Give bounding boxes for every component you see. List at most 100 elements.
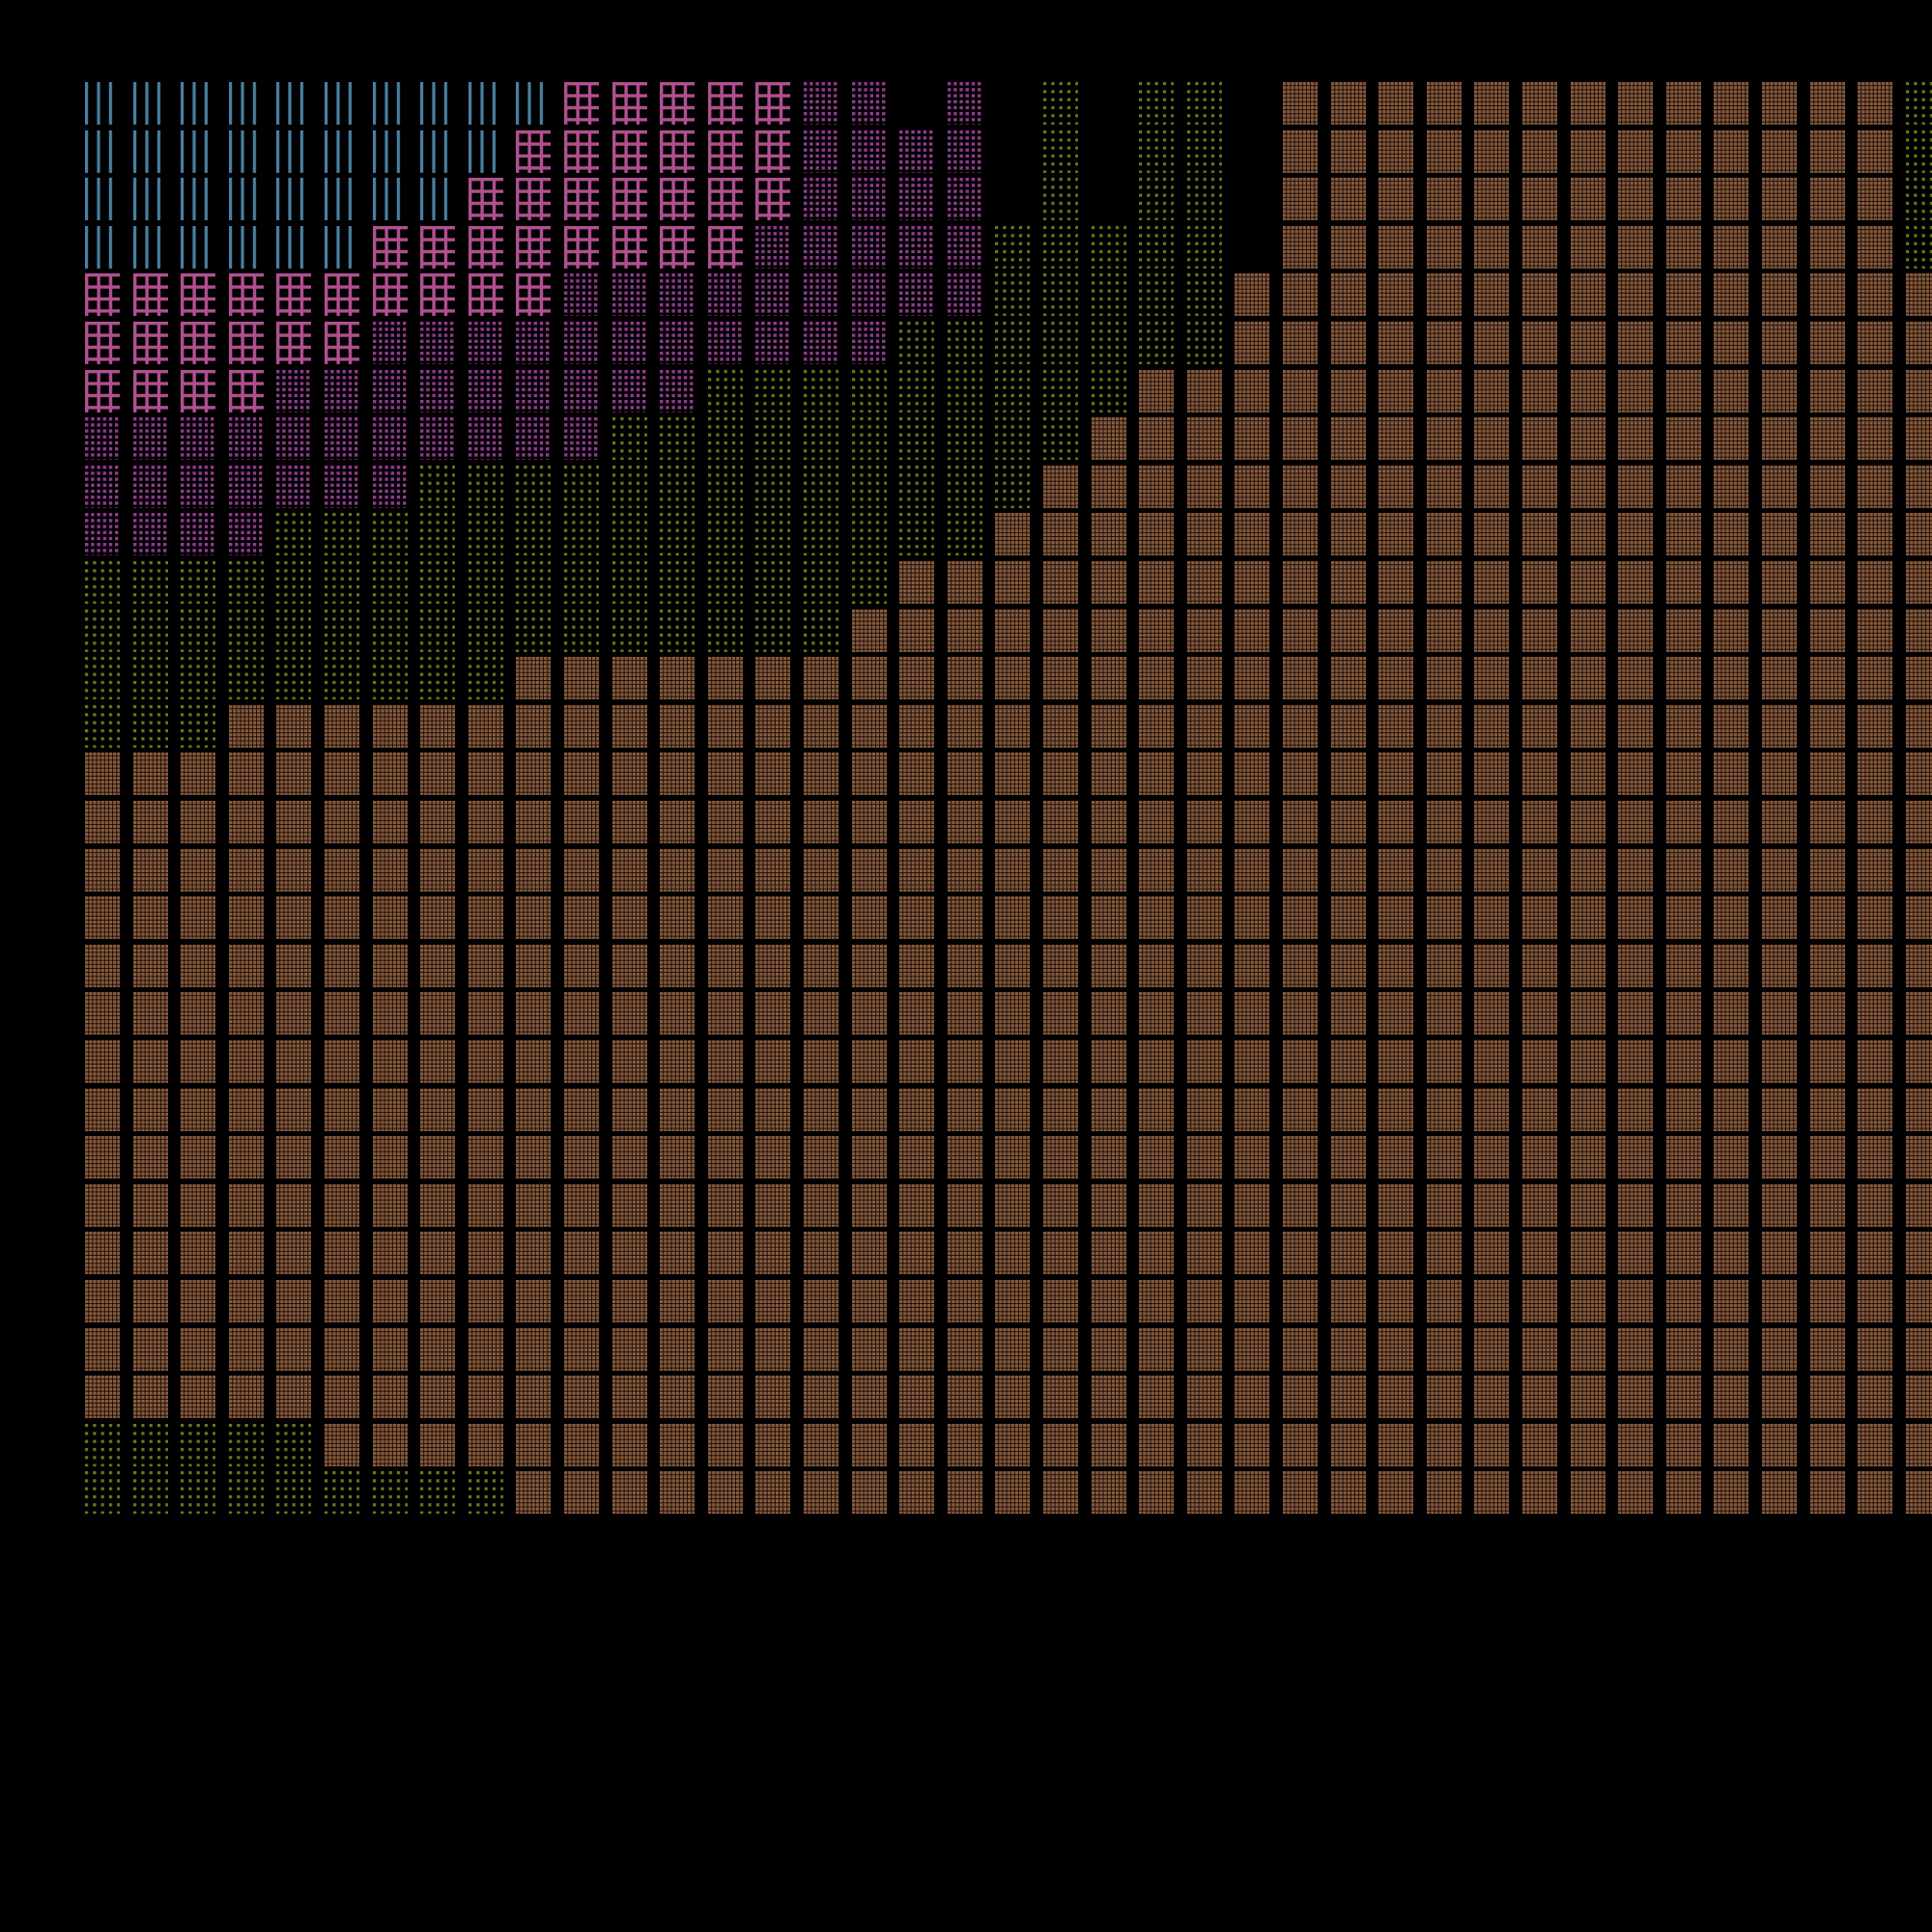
heatmap-cell — [1235, 1088, 1270, 1131]
heatmap-cell — [1139, 848, 1175, 892]
heatmap-cell — [899, 1136, 935, 1179]
heatmap-cell — [1186, 609, 1222, 652]
heatmap-cell — [1426, 561, 1462, 604]
heatmap-cell — [372, 82, 408, 125]
heatmap-cell — [1522, 465, 1557, 508]
heatmap-cell — [325, 801, 359, 843]
heatmap-cell — [372, 704, 408, 748]
heatmap-cell — [1714, 465, 1749, 508]
heatmap-cell — [660, 1088, 696, 1131]
heatmap-cell — [755, 1088, 791, 1131]
heatmap-cell — [707, 513, 743, 556]
heatmap-cell — [899, 657, 935, 700]
heatmap-cell — [1378, 129, 1414, 173]
heatmap-cell — [564, 417, 599, 461]
heatmap-cell — [899, 1471, 935, 1515]
heatmap-cell — [325, 1040, 359, 1083]
heatmap-cell — [804, 704, 838, 748]
heatmap-cell — [707, 465, 743, 508]
heatmap-cell — [1762, 609, 1797, 652]
heatmap-cell — [228, 82, 264, 125]
heatmap-cell — [516, 369, 552, 412]
heatmap-cell — [1378, 465, 1414, 508]
heatmap-cell — [1283, 129, 1318, 173]
heatmap-cell — [851, 992, 887, 1036]
heatmap-cell — [228, 704, 264, 748]
heatmap-cell — [804, 992, 838, 1036]
heatmap-cell — [1809, 1232, 1845, 1275]
heatmap-cell — [804, 1471, 838, 1515]
heatmap-cell — [1905, 513, 1932, 556]
heatmap-cell — [1905, 609, 1932, 652]
heatmap-cell — [1714, 609, 1749, 652]
heatmap-cell — [325, 465, 359, 508]
heatmap-cell — [1091, 1376, 1126, 1419]
heatmap-cell — [1618, 561, 1654, 604]
heatmap-cell — [1426, 753, 1462, 796]
heatmap-cell — [851, 704, 887, 748]
heatmap-cell — [181, 561, 216, 604]
heatmap-cell — [181, 657, 216, 700]
heatmap-cell — [325, 1327, 359, 1371]
heatmap-cell — [1186, 322, 1222, 364]
heatmap-cell — [1043, 1136, 1078, 1179]
heatmap-cell — [1570, 82, 1605, 125]
heatmap-cell — [516, 322, 552, 364]
heatmap-cell — [564, 992, 599, 1036]
heatmap-cell — [899, 609, 935, 652]
heatmap-cell — [276, 178, 312, 221]
heatmap-cell — [228, 129, 264, 173]
heatmap-cell — [755, 1136, 791, 1179]
heatmap-cell — [1858, 1088, 1893, 1131]
heatmap-cell — [995, 944, 1031, 987]
heatmap-cell — [1043, 273, 1078, 317]
heatmap-cell — [1809, 896, 1845, 940]
heatmap-cell — [1330, 1088, 1366, 1131]
heatmap-cell — [1186, 944, 1222, 987]
heatmap-cell — [851, 465, 887, 508]
heatmap-cell — [755, 704, 791, 748]
heatmap-cell — [1474, 465, 1510, 508]
heatmap-cell — [1762, 1136, 1797, 1179]
heatmap-cell — [325, 1423, 359, 1466]
heatmap-cell — [228, 1327, 264, 1371]
heatmap-cell — [564, 82, 599, 125]
heatmap-cell — [132, 225, 168, 269]
heatmap-cell — [1139, 657, 1175, 700]
heatmap-cell — [1522, 609, 1557, 652]
heatmap-cell — [1714, 801, 1749, 843]
heatmap-cell — [276, 513, 312, 556]
heatmap-cell — [1043, 1423, 1078, 1466]
heatmap-cell — [611, 1136, 647, 1179]
heatmap-cell — [1139, 82, 1175, 125]
heatmap-cell — [1665, 1280, 1701, 1322]
heatmap-cell — [1858, 944, 1893, 987]
heatmap-cell — [325, 513, 359, 556]
heatmap-cell — [851, 944, 887, 987]
heatmap-cell — [1570, 561, 1605, 604]
heatmap-cell — [1043, 513, 1078, 556]
heatmap-cell — [181, 896, 216, 940]
heatmap-cell — [516, 944, 552, 987]
heatmap-cell — [1043, 1280, 1078, 1322]
heatmap-cell — [372, 225, 408, 269]
heatmap-cell — [85, 561, 120, 604]
heatmap-cell — [947, 465, 982, 508]
heatmap-cell — [1043, 704, 1078, 748]
heatmap-cell — [1235, 896, 1270, 940]
heatmap-cell — [1665, 225, 1701, 269]
heatmap-cell — [1905, 848, 1932, 892]
heatmap-cell — [372, 801, 408, 843]
heatmap-cell — [1235, 1423, 1270, 1466]
heatmap-cell — [181, 1423, 216, 1466]
heatmap-cell — [1283, 513, 1318, 556]
heatmap-cell — [851, 801, 887, 843]
heatmap-cell — [755, 1280, 791, 1322]
heatmap-cell — [1091, 1040, 1126, 1083]
heatmap-cell — [1283, 178, 1318, 221]
heatmap-cell — [1330, 129, 1366, 173]
heatmap-cell — [325, 896, 359, 940]
heatmap-cell — [85, 1040, 120, 1083]
heatmap-cell — [1809, 561, 1845, 604]
heatmap-cell — [1905, 753, 1932, 796]
